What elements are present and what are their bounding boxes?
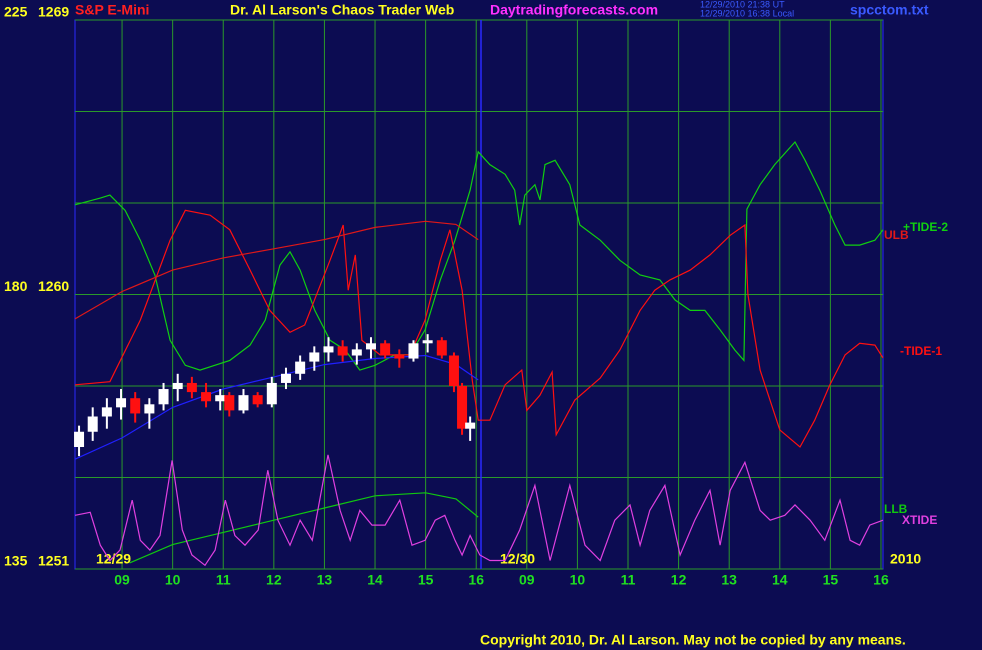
x-tick-label: 10 bbox=[570, 572, 586, 588]
candle-body bbox=[101, 407, 112, 417]
series-label: ULB bbox=[884, 228, 909, 242]
candle-body bbox=[238, 395, 249, 411]
series-line bbox=[74, 220, 479, 320]
candle-body bbox=[323, 346, 334, 353]
series-label: -TIDE-1 bbox=[900, 344, 942, 358]
x-tick-label: 11 bbox=[621, 572, 636, 588]
date-label: 12/30 bbox=[500, 551, 535, 567]
candle-body bbox=[457, 386, 468, 429]
candle-body bbox=[337, 346, 348, 356]
x-tick-label: 13 bbox=[721, 572, 737, 588]
candle-body bbox=[172, 382, 183, 390]
x-tick-label: 09 bbox=[114, 572, 130, 588]
y-tick-label: 1269 bbox=[38, 4, 69, 20]
x-tick-label: 15 bbox=[823, 572, 839, 588]
candle-body bbox=[252, 395, 263, 405]
y2-tick-label: 180 bbox=[4, 278, 28, 294]
series-line bbox=[129, 492, 479, 564]
copyright: Copyright 2010, Dr. Al Larson. May not b… bbox=[480, 632, 906, 648]
candle-body bbox=[74, 431, 85, 447]
y2-tick-label: 225 bbox=[4, 4, 28, 20]
x-tick-label: 10 bbox=[165, 572, 181, 588]
timestamp: 12/29/2010 21:38 UT bbox=[700, 0, 785, 9]
x-tick-label: 11 bbox=[216, 572, 231, 588]
candle-body bbox=[351, 349, 362, 356]
candle-body bbox=[295, 361, 306, 374]
candle-body bbox=[422, 340, 433, 344]
y-tick-label: 1251 bbox=[38, 553, 69, 569]
site: Daytradingforecasts.com bbox=[490, 2, 658, 18]
candle-body bbox=[215, 395, 226, 402]
candle-body bbox=[365, 343, 376, 350]
series-line bbox=[74, 140, 884, 371]
candle-body bbox=[465, 422, 476, 429]
instrument: S&P E-Mini bbox=[75, 2, 149, 18]
candle-body bbox=[408, 343, 419, 359]
x-tick-label: 14 bbox=[772, 572, 788, 588]
x-tick-label: 16 bbox=[468, 572, 484, 588]
candle-body bbox=[201, 392, 212, 402]
candle-body bbox=[436, 340, 447, 356]
chart-title: Dr. Al Larson's Chaos Trader Web bbox=[230, 2, 454, 18]
candle-body bbox=[394, 355, 405, 359]
series-label: LLB bbox=[884, 502, 908, 516]
x-tick-label: 13 bbox=[317, 572, 333, 588]
candle-body bbox=[144, 404, 155, 414]
candle-body bbox=[448, 355, 459, 386]
candle-body bbox=[87, 416, 98, 432]
date-label: 12/29 bbox=[96, 551, 131, 567]
x-tick-label: 09 bbox=[519, 572, 535, 588]
date-label: 2010 bbox=[890, 551, 921, 567]
x-tick-label: 12 bbox=[266, 572, 282, 588]
candle-body bbox=[309, 352, 320, 362]
candle-body bbox=[130, 398, 141, 414]
series-label: XTIDE bbox=[902, 513, 937, 527]
candle-body bbox=[380, 343, 391, 356]
x-tick-label: 14 bbox=[367, 572, 383, 588]
series-line bbox=[74, 209, 884, 448]
candle-body bbox=[158, 389, 169, 405]
candle-body bbox=[224, 395, 235, 411]
y2-tick-label: 135 bbox=[4, 553, 28, 569]
x-tick-label: 16 bbox=[873, 572, 889, 588]
candle-body bbox=[280, 373, 291, 383]
candle-body bbox=[186, 382, 197, 393]
file-name: spcctom.txt bbox=[850, 2, 929, 18]
candle-body bbox=[116, 398, 127, 408]
series-line bbox=[74, 454, 884, 567]
y-tick-label: 1260 bbox=[38, 278, 69, 294]
series-label: +TIDE-2 bbox=[903, 220, 948, 234]
timestamp: 12/29/2010 16:38 Local bbox=[700, 8, 794, 18]
candle-body bbox=[266, 382, 277, 405]
x-tick-label: 15 bbox=[418, 572, 434, 588]
x-tick-label: 12 bbox=[671, 572, 687, 588]
